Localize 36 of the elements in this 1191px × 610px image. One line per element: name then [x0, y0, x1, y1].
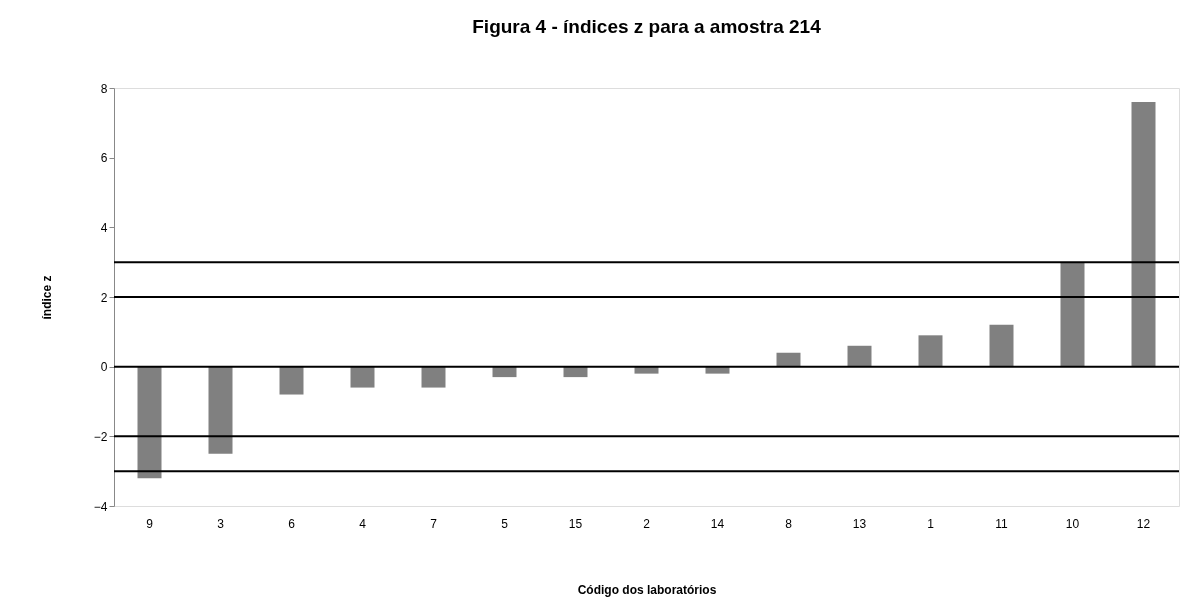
- y-tick-label: 2: [100, 290, 108, 305]
- bar: [208, 366, 233, 454]
- x-tick-label: 11: [995, 516, 1009, 531]
- x-tick-label: 7: [430, 516, 438, 531]
- x-tick-label: 13: [852, 516, 867, 531]
- x-tick-label: 8: [785, 516, 793, 531]
- x-tick-label: 10: [1065, 516, 1080, 531]
- bar: [918, 335, 943, 367]
- x-axis-title: Código dos laboratórios: [577, 582, 717, 597]
- bar: [989, 324, 1014, 367]
- x-tick-label: 15: [568, 516, 583, 531]
- bar: [421, 366, 446, 388]
- x-tick-label: 14: [710, 516, 725, 531]
- x-tick-label: 5: [501, 516, 509, 531]
- y-tick-label: 4: [100, 220, 108, 235]
- y-tick-label: −4: [93, 499, 108, 514]
- x-tick-label: 2: [643, 516, 651, 531]
- bar: [137, 366, 162, 479]
- x-tick-label: 9: [146, 516, 154, 531]
- x-tick-label: 1: [927, 516, 935, 531]
- y-tick-label: 0: [100, 360, 108, 375]
- y-tick-label: −2: [93, 429, 108, 444]
- bar: [776, 352, 801, 367]
- y-tick-label: 6: [100, 151, 108, 166]
- bar: [1060, 262, 1085, 367]
- x-tick-label: 6: [288, 516, 296, 531]
- bar: [279, 366, 304, 395]
- x-tick-label: 3: [217, 516, 225, 531]
- chart-title: Figura 4 - índices z para a amostra 214: [472, 16, 822, 37]
- bar: [847, 345, 872, 367]
- bar: [1131, 101, 1156, 367]
- y-axis-title: índice z: [39, 275, 54, 320]
- x-tick-label: 12: [1136, 516, 1151, 531]
- x-tick-label: 4: [359, 516, 367, 531]
- bar: [350, 366, 375, 388]
- y-tick-label: 8: [100, 81, 108, 96]
